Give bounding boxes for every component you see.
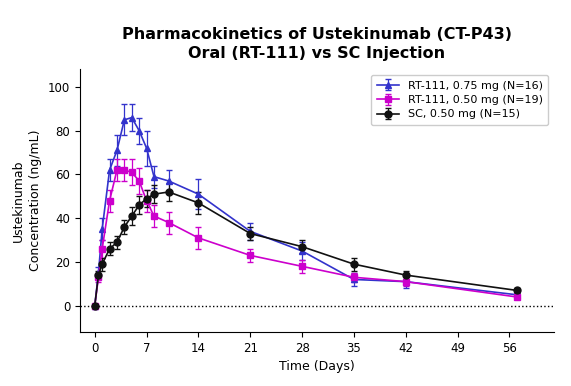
Title: Pharmacokinetics of Ustekinumab (CT-P43)
Oral (RT-111) vs SC Injection: Pharmacokinetics of Ustekinumab (CT-P43)… (122, 27, 512, 61)
Legend: RT-111, 0.75 mg (N=16), RT-111, 0.50 mg (N=19), SC, 0.50 mg (N=15): RT-111, 0.75 mg (N=16), RT-111, 0.50 mg … (371, 75, 548, 125)
X-axis label: Time (Days): Time (Days) (279, 360, 355, 373)
Y-axis label: Ustekinumab
Concentration (ng/mL): Ustekinumab Concentration (ng/mL) (11, 130, 42, 271)
